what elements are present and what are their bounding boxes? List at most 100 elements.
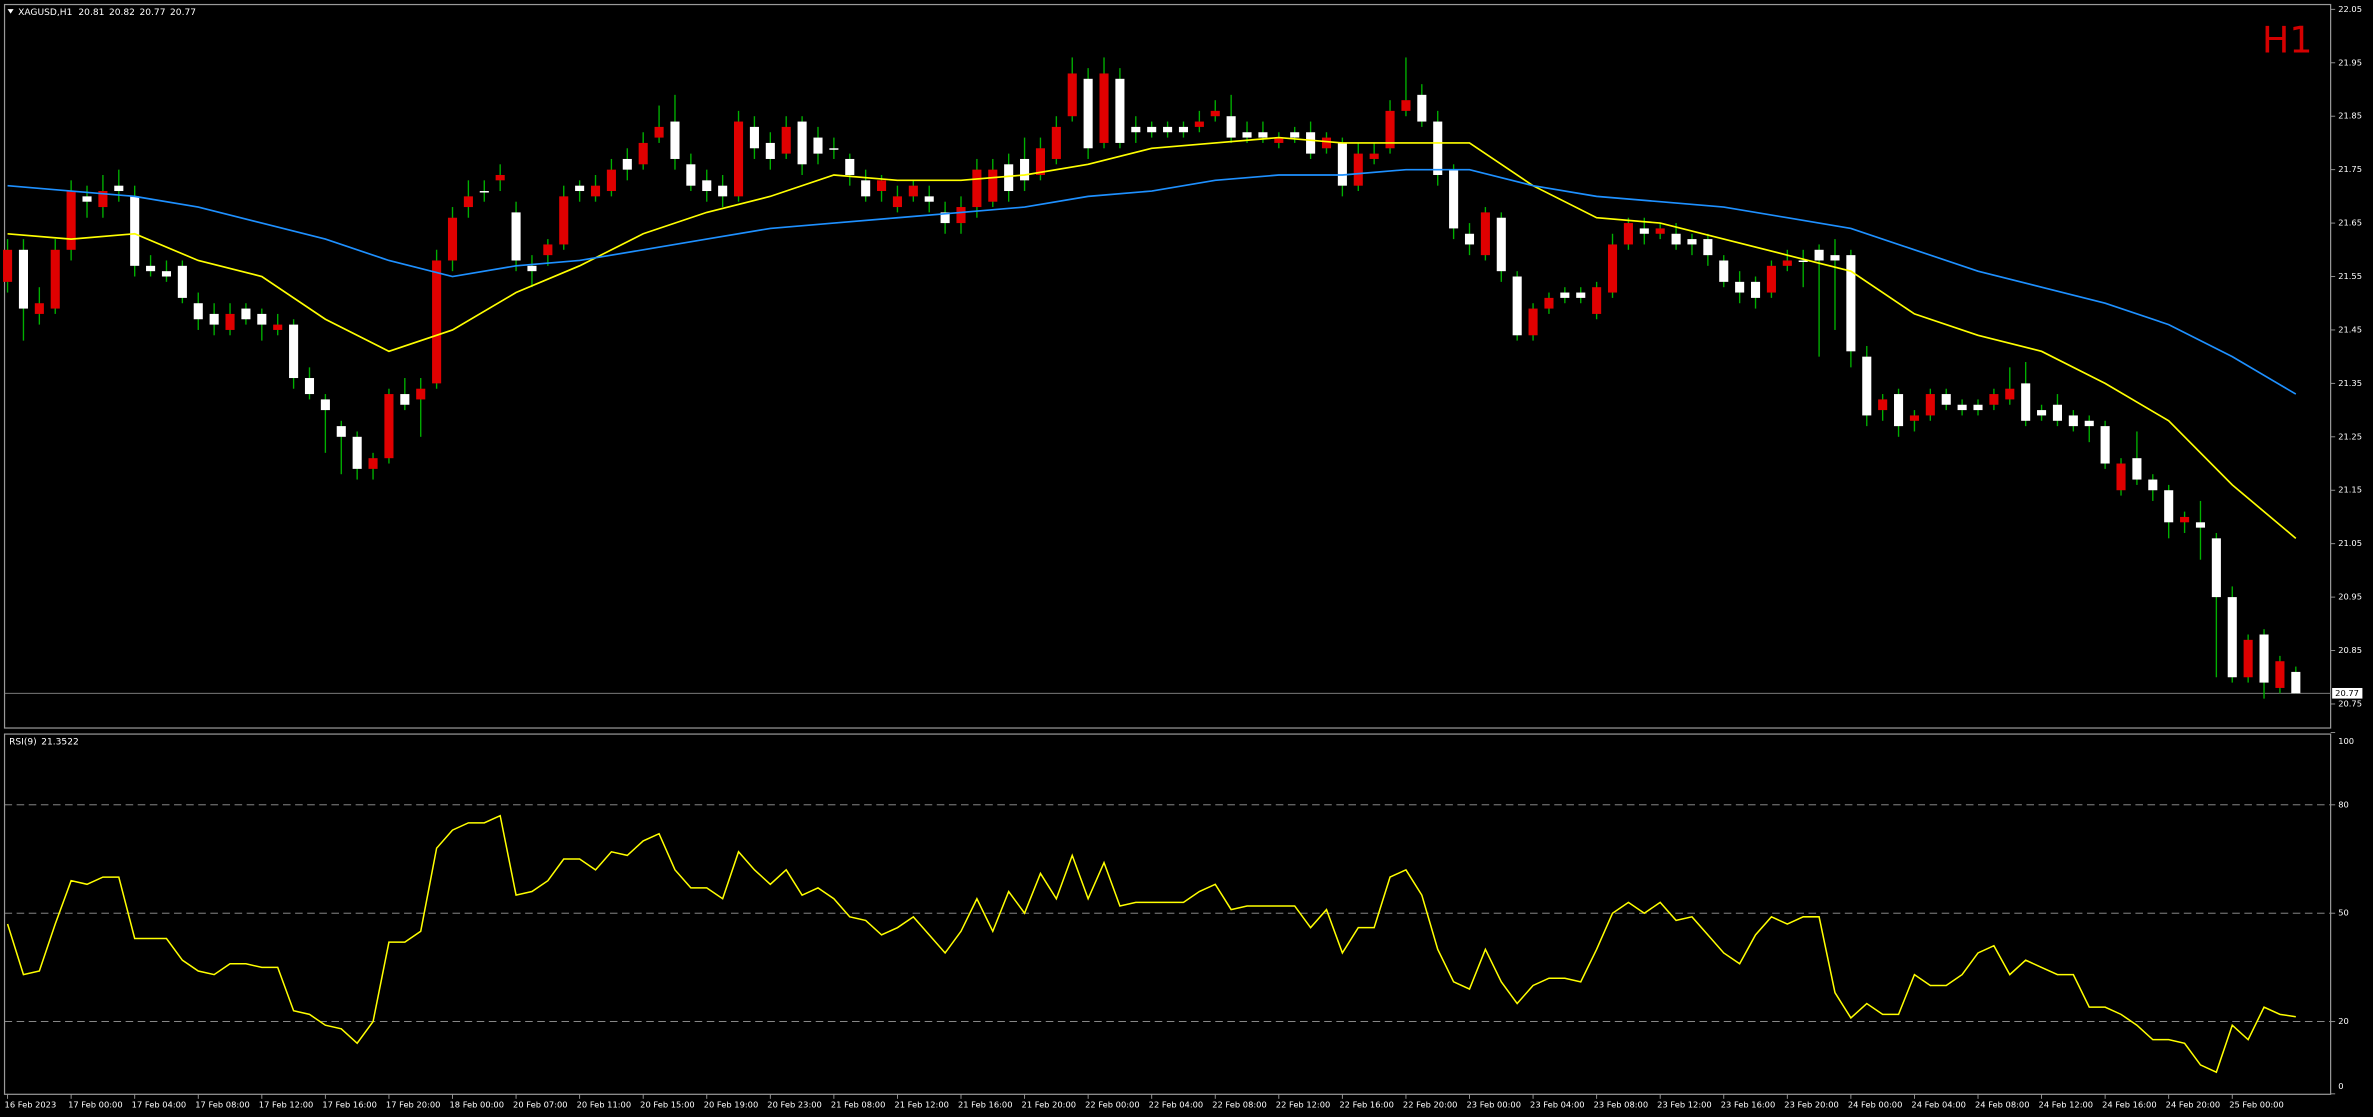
- candle-body: [1703, 239, 1713, 256]
- candle-body: [1178, 126, 1189, 133]
- candle-body: [146, 265, 156, 272]
- candle-body: [1020, 158, 1030, 181]
- candle-body: [1226, 116, 1236, 138]
- moving-average: [7, 136, 2297, 539]
- candle-body: [1544, 297, 1554, 309]
- candle-body: [845, 158, 855, 175]
- candle-body: [1464, 233, 1475, 245]
- candle-body: [908, 185, 918, 197]
- rsi-name: RSI(9): [9, 737, 37, 747]
- candle-body: [384, 394, 394, 459]
- candle-body: [1147, 126, 1157, 133]
- candle-body: [2148, 479, 2158, 491]
- candle-body: [1194, 121, 1204, 127]
- candle-body: [336, 426, 346, 437]
- candle-body: [1750, 281, 1761, 298]
- y-tick-label: 21.45: [2338, 324, 2362, 334]
- candle-body: [1655, 228, 1665, 234]
- candle-body: [114, 185, 124, 192]
- candle-body: [1798, 260, 1808, 262]
- candle-body: [1433, 121, 1443, 175]
- candle-body: [50, 249, 60, 309]
- candle-body: [877, 180, 887, 192]
- candle-body: [2037, 410, 2047, 416]
- candle-body: [66, 191, 76, 250]
- x-tick-label: 17 Feb 16:00: [322, 1099, 377, 1109]
- candle-body: [590, 185, 601, 197]
- candle-body: [1925, 394, 1935, 416]
- candle-body: [1735, 281, 1745, 293]
- candle-body: [34, 303, 44, 314]
- rsi-y-tick-label: 20: [2338, 1016, 2349, 1026]
- candle-body: [352, 436, 362, 469]
- candle-body: [1671, 233, 1681, 245]
- candle-body: [1385, 110, 1395, 149]
- candle-body: [1321, 137, 1332, 149]
- candle-body: [1083, 78, 1093, 149]
- candle-body: [2180, 516, 2190, 523]
- candle-body: [2132, 458, 2142, 480]
- x-tick-label: 22 Feb 00:00: [1085, 1099, 1140, 1109]
- candle-body: [1512, 276, 1522, 336]
- candle-body: [1592, 287, 1602, 314]
- candle-body: [829, 148, 839, 150]
- candle-body: [813, 137, 823, 154]
- x-tick-label: 17 Feb 08:00: [195, 1099, 250, 1109]
- candle-body: [1941, 394, 1951, 405]
- candle-body: [225, 313, 235, 330]
- x-tick-label: 23 Feb 20:00: [1784, 1099, 1839, 1109]
- moving-average: [7, 168, 2297, 395]
- candle-body: [1051, 126, 1061, 159]
- rsi-panel-frame: [3, 733, 2332, 1095]
- y-tick-label: 21.15: [2338, 485, 2362, 495]
- candle-body: [1862, 356, 1872, 416]
- candle-body: [1560, 292, 1570, 298]
- symbol: XAGUSD,H1: [18, 8, 72, 18]
- x-tick-label: 24 Feb 04:00: [1911, 1099, 1966, 1109]
- candle-body: [400, 394, 410, 405]
- candle-body: [733, 121, 744, 197]
- candle-body: [1496, 217, 1506, 272]
- x-tick-label: 17 Feb 12:00: [259, 1099, 314, 1109]
- x-tick-label: 23 Feb 00:00: [1466, 1099, 1521, 1109]
- price-panel-frame: [3, 3, 2332, 729]
- candle-body: [161, 271, 172, 277]
- candle-body: [2275, 661, 2285, 688]
- candle-body: [1576, 292, 1586, 298]
- x-tick-label: 20 Feb 11:00: [577, 1099, 632, 1109]
- candle-body: [463, 196, 473, 208]
- candle-body: [2211, 538, 2221, 598]
- candle-body: [1417, 94, 1427, 122]
- candle-body: [1814, 249, 1824, 261]
- low: 20.77: [139, 8, 165, 18]
- y-tick-label: 21.25: [2338, 431, 2362, 441]
- x-tick-label: 23 Feb 16:00: [1721, 1099, 1776, 1109]
- x-tick-label: 22 Feb 04:00: [1149, 1099, 1204, 1109]
- candle-body: [3, 249, 13, 282]
- candle-body: [622, 158, 632, 170]
- candle-body: [130, 196, 140, 266]
- candle-body: [1004, 164, 1014, 192]
- candle-body: [2259, 634, 2269, 683]
- candle-body: [2227, 597, 2237, 678]
- candle-body: [1528, 308, 1538, 336]
- candle-body: [940, 212, 950, 224]
- candle-body: [1210, 110, 1220, 117]
- candle-body: [527, 265, 537, 272]
- candle-body: [1099, 73, 1109, 143]
- x-tick-label: 20 Feb 23:00: [767, 1099, 822, 1109]
- candle-body: [1878, 399, 1888, 411]
- x-tick-label: 17 Feb 04:00: [132, 1099, 187, 1109]
- y-tick-label: 20.85: [2338, 645, 2362, 655]
- candle-body: [1623, 223, 1633, 245]
- candle-body: [1989, 394, 1999, 405]
- candle-body: [1337, 142, 1347, 186]
- candle-body: [797, 121, 807, 165]
- candle-body: [2005, 388, 2015, 400]
- candle-body: [670, 121, 680, 159]
- candle-body: [193, 303, 203, 320]
- candle-body: [2084, 420, 2094, 427]
- candle-body: [18, 249, 28, 309]
